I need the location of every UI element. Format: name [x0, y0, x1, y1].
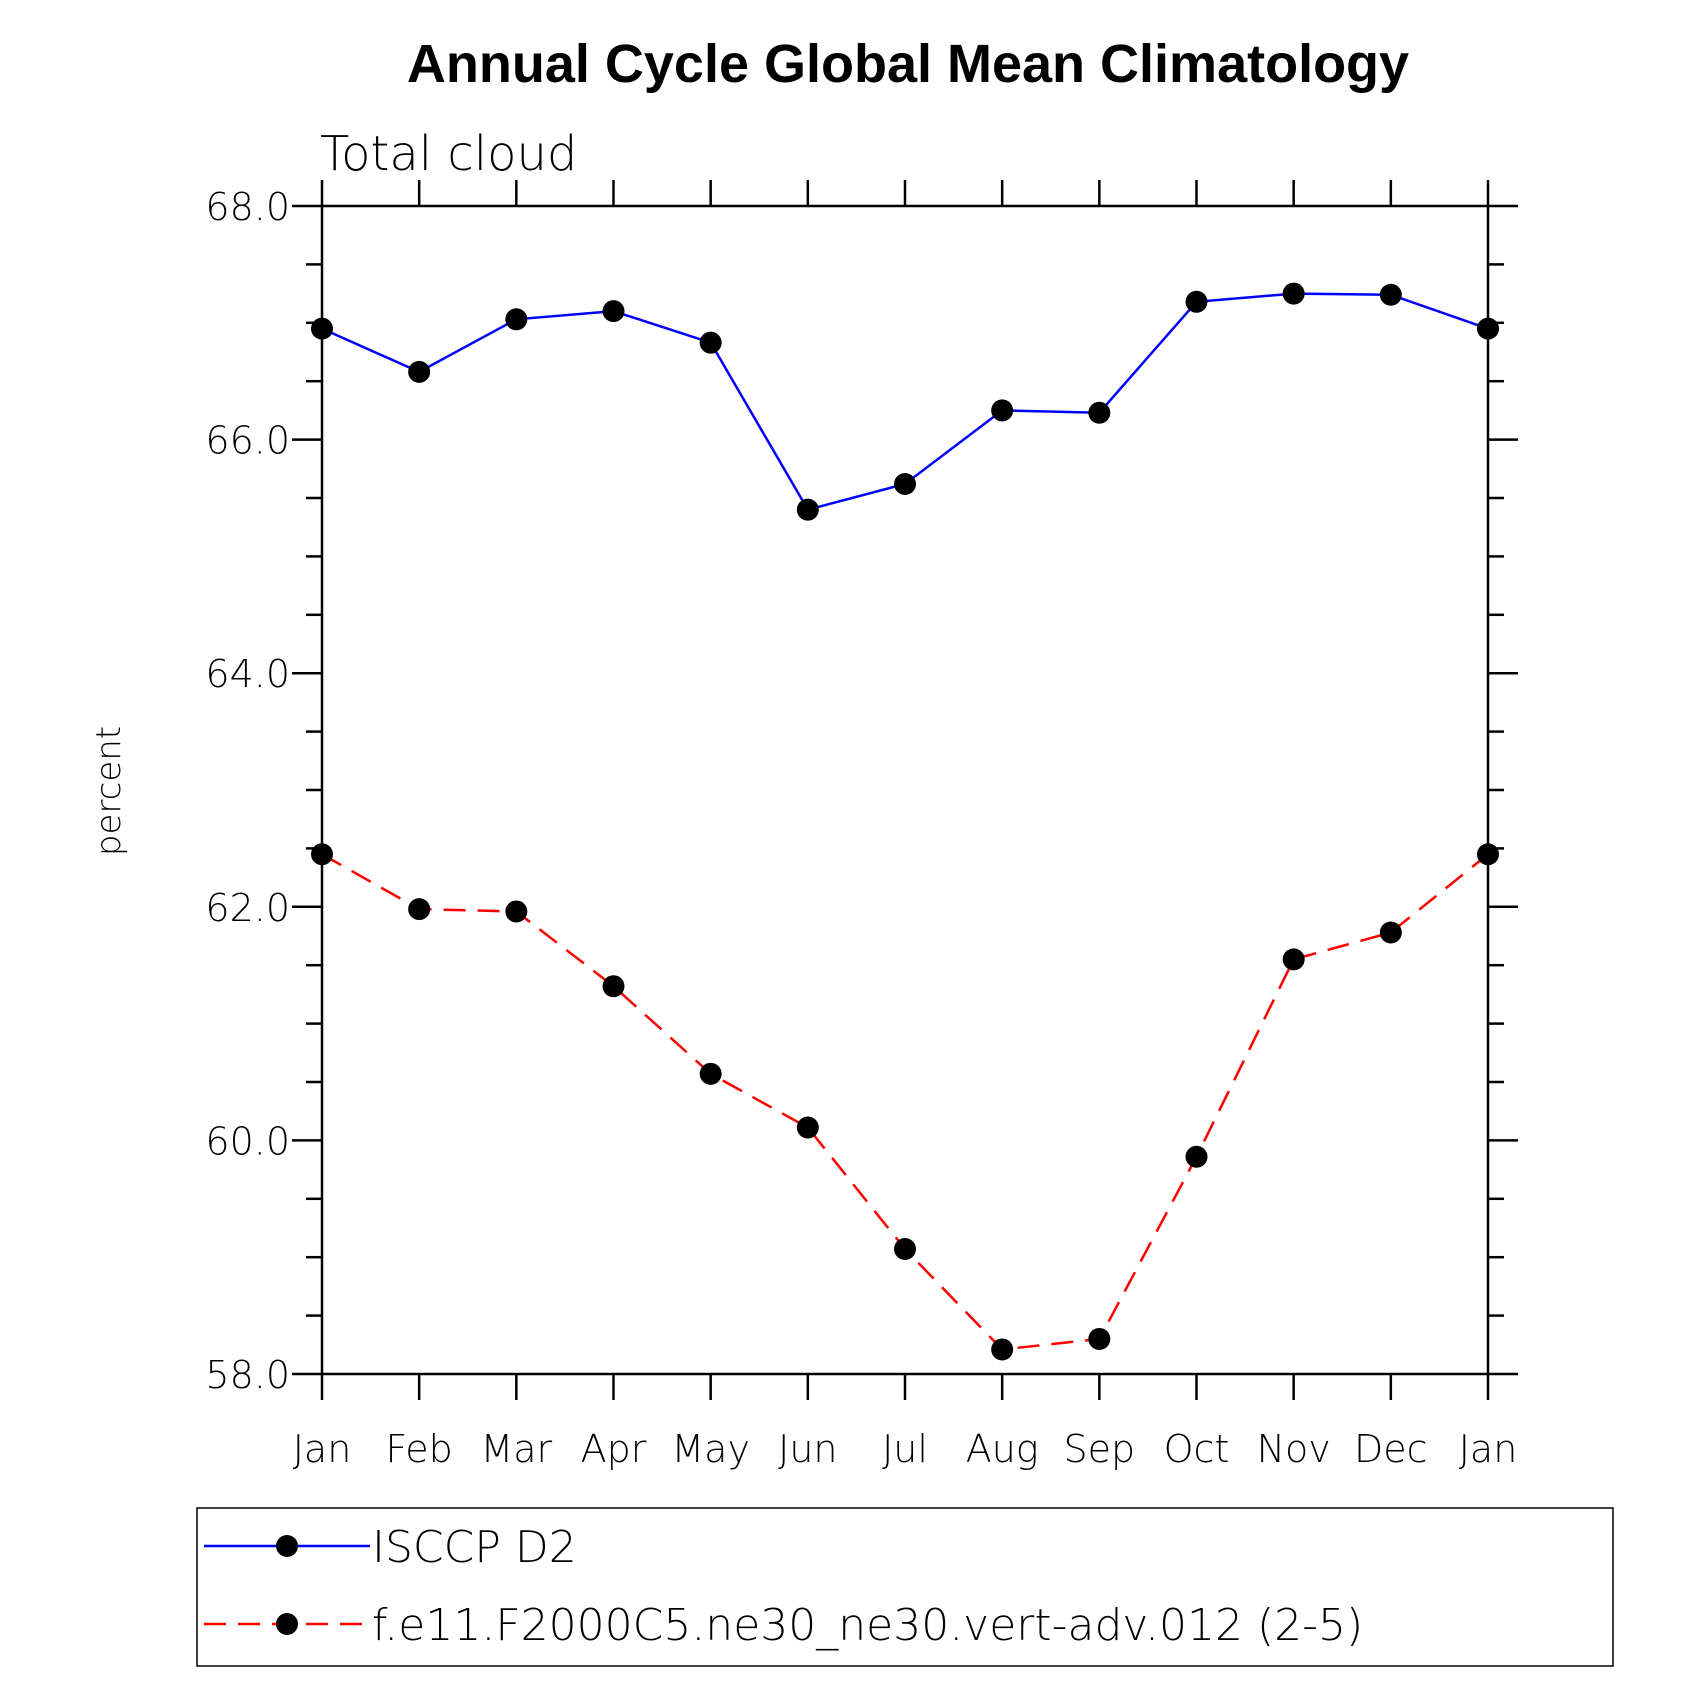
- data-point: [1088, 401, 1111, 424]
- legend: [196, 1507, 1614, 1667]
- y-tick-label: 64.0: [205, 652, 290, 696]
- data-point: [1379, 921, 1402, 944]
- x-tick-label: Apr: [581, 1427, 647, 1471]
- x-tick-label: Oct: [1164, 1427, 1230, 1471]
- y-tick-label: 62.0: [205, 886, 290, 930]
- data-point: [796, 498, 819, 521]
- legend-marker: [276, 1535, 298, 1557]
- legend-item: ISCCP D2: [204, 1522, 577, 1573]
- data-point: [1477, 843, 1499, 866]
- chart-title: Annual Cycle Global Mean Climatology: [407, 34, 1409, 94]
- data-point: [1282, 282, 1305, 305]
- data-point: [894, 1238, 916, 1261]
- legend-items: ISCCP D2 f.e11.F2000C5.ne30_ne30.vert-adv…: [204, 1522, 1363, 1651]
- legend-item: f.e11.F2000C5.ne30_ne30.vert-adv.012 (2-…: [204, 1600, 1363, 1651]
- x-tick-label: Nov: [1257, 1427, 1331, 1471]
- data-point: [505, 900, 528, 923]
- data-point: [602, 300, 625, 323]
- y-tick-label: 60.0: [205, 1119, 290, 1163]
- y-tick-label: 58.0: [205, 1353, 290, 1397]
- y-axis-label: percent: [89, 726, 129, 856]
- legend-marker: [276, 1613, 298, 1635]
- x-tick-label: Jun: [778, 1427, 837, 1471]
- series-1: [311, 282, 1499, 521]
- data-point: [1185, 290, 1208, 313]
- data-point: [602, 975, 625, 998]
- data-point: [1379, 283, 1402, 306]
- x-tick-label: Feb: [386, 1427, 453, 1471]
- x-tick-label: Sep: [1064, 1427, 1136, 1471]
- legend-label: ISCCP D2: [372, 1522, 577, 1573]
- legend-label: f.e11.F2000C5.ne30_ne30.vert-adv.012 (2-…: [372, 1600, 1363, 1651]
- data-point: [311, 843, 333, 866]
- data-point: [1088, 1327, 1111, 1350]
- data-point: [1185, 1145, 1208, 1168]
- chart-subtitle: Total cloud: [320, 126, 577, 182]
- x-tick-label: May: [671, 1427, 750, 1471]
- x-tick-label: Mar: [480, 1427, 552, 1471]
- data-point: [505, 308, 528, 331]
- x-tick-label: Jan: [1459, 1427, 1518, 1471]
- data-point: [991, 399, 1014, 422]
- data-point: [1282, 948, 1305, 971]
- data-point: [894, 472, 916, 495]
- x-tick-label: Jul: [882, 1427, 928, 1471]
- data-point: [699, 331, 722, 354]
- series-layer: [311, 282, 1499, 1361]
- y-tick-labels: 58.0 60.0 62.0 64.0 66.0 68.0: [205, 185, 290, 1397]
- y-tick-label: 68.0: [205, 185, 290, 229]
- data-point: [699, 1062, 722, 1085]
- plot-frame: [320, 204, 1490, 1376]
- data-point: [991, 1338, 1014, 1361]
- y-tick-label: 66.0: [205, 419, 290, 463]
- data-point: [1477, 317, 1499, 340]
- x-tick-labels: Jan Feb Mar Apr May Jun Jul Aug Sep Oct Nov Dec Jan: [293, 1427, 1518, 1471]
- data-point: [408, 360, 431, 383]
- series-2: [311, 843, 1499, 1361]
- x-tick-label: Dec: [1354, 1427, 1428, 1471]
- data-point: [796, 1116, 819, 1139]
- x-tick-label: Aug: [966, 1427, 1039, 1471]
- data-point: [311, 317, 333, 340]
- series-line: [321, 853, 1489, 1351]
- x-tick-label: Jan: [293, 1427, 352, 1471]
- axis-ticks: [292, 180, 1518, 1400]
- data-point: [408, 898, 431, 921]
